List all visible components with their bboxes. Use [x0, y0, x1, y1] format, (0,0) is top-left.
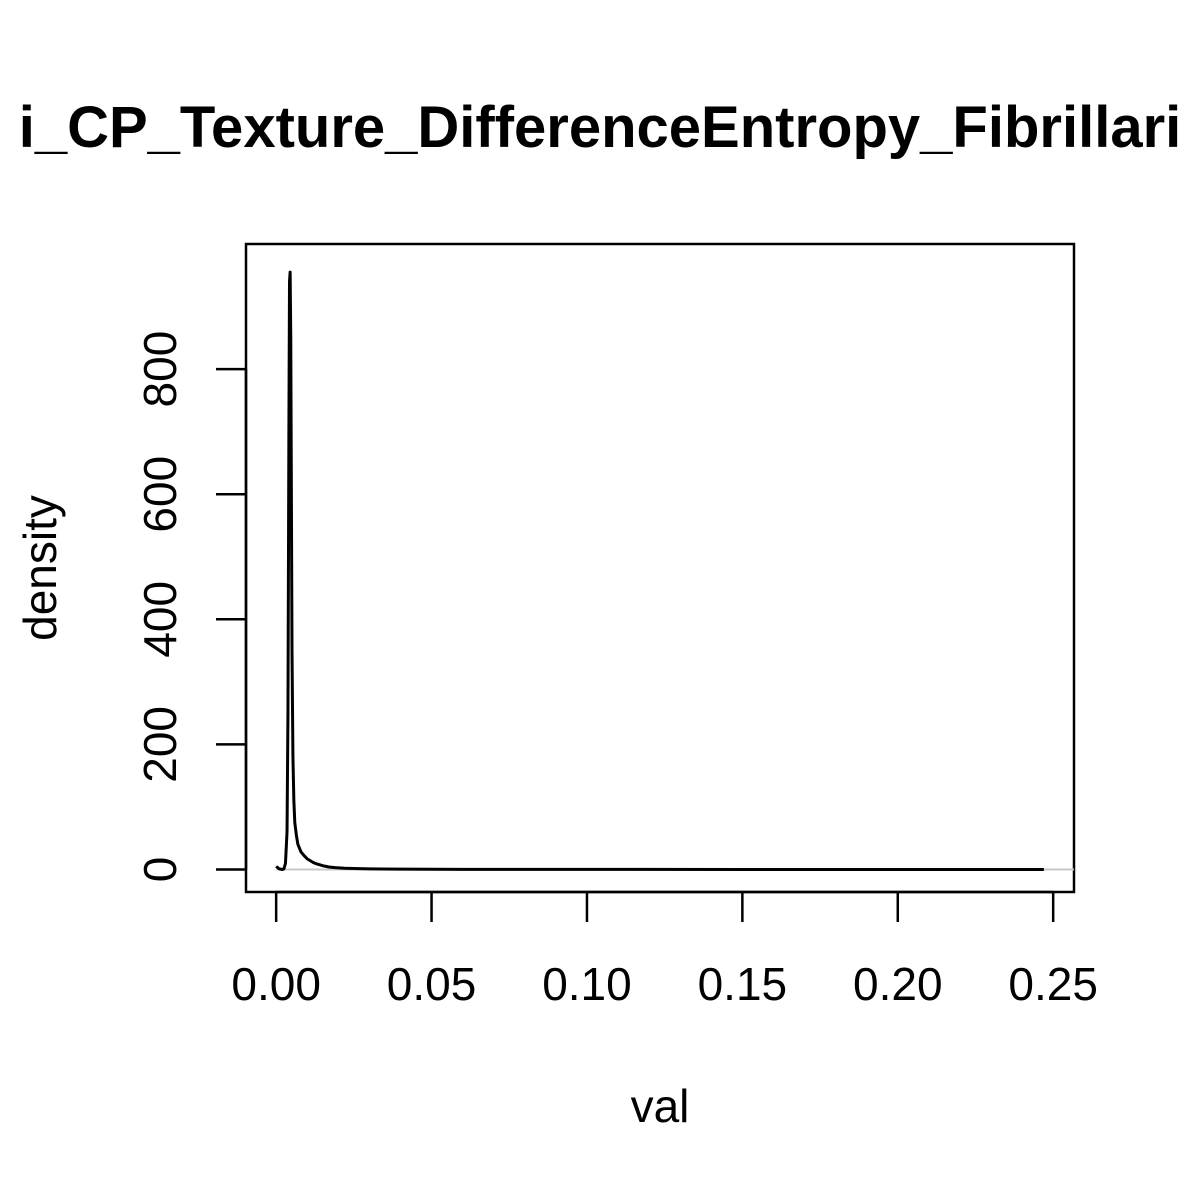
y-tick-label: 0 [134, 857, 186, 883]
y-axis-label: density [14, 495, 66, 641]
y-tick-label: 600 [134, 456, 186, 533]
y-tick-label: 200 [134, 706, 186, 783]
x-tick-label: 0.25 [1008, 958, 1098, 1010]
y-axis: 0 200 400 600 800 [134, 331, 248, 883]
chart-title: i_CP_Texture_DifferenceEntropy_Fibrillar… [19, 95, 1182, 160]
density-curve [275, 270, 1044, 871]
x-axis-label: val [631, 1080, 690, 1132]
x-tick-label: 0.10 [542, 958, 632, 1010]
y-tick-label: 800 [134, 331, 186, 408]
x-tick-label: 0.20 [853, 958, 943, 1010]
y-tick-label: 400 [134, 581, 186, 658]
x-tick-label: 0.05 [387, 958, 477, 1010]
x-tick-label: 0.15 [698, 958, 788, 1010]
plot-frame [244, 242, 1076, 894]
x-tick-label: 0.00 [231, 958, 321, 1010]
x-axis: 0.00 0.05 0.10 0.15 0.20 0.25 [231, 890, 1098, 1010]
